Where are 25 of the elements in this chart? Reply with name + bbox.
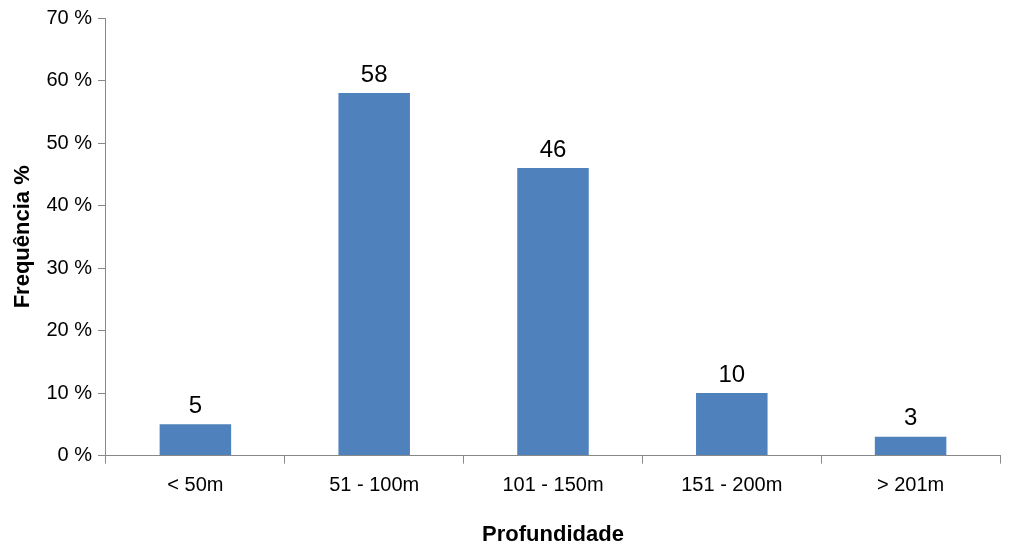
y-tick-label: 70 % <box>46 5 93 28</box>
bar <box>517 168 589 456</box>
x-tick-label: 151 - 200m <box>681 473 783 496</box>
x-tick-label: > 201m <box>876 473 945 496</box>
data-label: 58 <box>360 59 388 87</box>
x-tick-label: 101 - 150m <box>502 473 604 496</box>
y-tick-label: 30 % <box>46 255 93 278</box>
y-tick-label: 0 % <box>57 443 93 466</box>
data-label: 3 <box>903 403 918 431</box>
y-tick-label: 20 % <box>46 318 93 341</box>
y-tick-label: 10 % <box>46 380 93 403</box>
x-tick-label: 51 - 100m <box>329 473 420 496</box>
y-axis-title: Frequência % <box>9 165 35 309</box>
bar <box>874 436 947 456</box>
bar <box>338 93 410 456</box>
bar <box>159 424 232 456</box>
x-axis-title: Profundidade <box>482 520 624 546</box>
y-tick-label: 50 % <box>46 130 93 153</box>
y-tick-label: 60 % <box>46 68 93 91</box>
x-tick-label: < 50m <box>167 473 224 496</box>
y-tick-label: 40 % <box>46 193 93 216</box>
bar <box>696 393 768 456</box>
data-label: 5 <box>188 390 203 418</box>
data-label: 10 <box>718 359 746 387</box>
data-label: 46 <box>539 134 567 162</box>
